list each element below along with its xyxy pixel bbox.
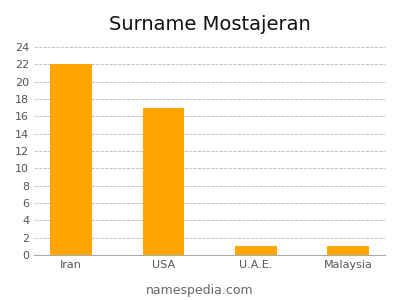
- Bar: [142, 108, 184, 255]
- Bar: [328, 247, 369, 255]
- Bar: [50, 64, 92, 255]
- Bar: [235, 247, 276, 255]
- Text: namespedia.com: namespedia.com: [146, 284, 254, 297]
- Title: Surname Mostajeran: Surname Mostajeran: [109, 15, 310, 34]
